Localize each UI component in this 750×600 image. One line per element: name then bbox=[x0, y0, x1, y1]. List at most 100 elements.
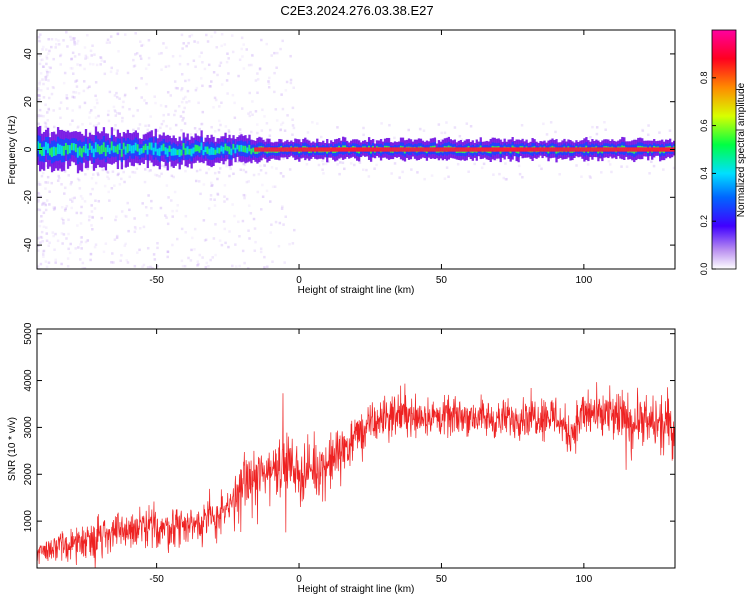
spectrogram-noise-cell bbox=[166, 250, 170, 253]
spectrogram-noise-cell bbox=[47, 52, 50, 55]
spectrogram-noise-cell bbox=[136, 109, 139, 112]
spectrogram-noise-cell bbox=[50, 38, 54, 41]
spectrogram-ridge-core bbox=[577, 147, 580, 152]
spectrogram-noise-cell bbox=[603, 120, 606, 124]
spectrogram-noise-cell bbox=[641, 128, 644, 132]
spectrogram-ridge-core bbox=[383, 147, 387, 152]
spectrogram-noise-cell bbox=[77, 178, 81, 182]
spectrogram-noise-cell bbox=[186, 89, 190, 93]
spectrogram-ridge-core bbox=[314, 147, 317, 152]
spectrogram-noise-cell bbox=[54, 232, 57, 236]
spectrogram-noise-cell bbox=[321, 159, 324, 163]
spectrogram-noise-cell bbox=[42, 82, 45, 86]
spectrogram-noise-cell bbox=[410, 168, 413, 171]
spectrogram-noise-cell bbox=[362, 126, 365, 130]
spectrogram-noise-cell bbox=[229, 167, 232, 171]
spectrogram-ridge-mid bbox=[88, 143, 92, 150]
spectrogram-noise-cell bbox=[163, 165, 167, 169]
spectrogram-ridge-mid bbox=[138, 148, 141, 155]
spectrogram-noise-cell bbox=[343, 167, 346, 171]
spectrogram-noise-cell bbox=[41, 203, 44, 206]
spectrogram-noise-cell bbox=[74, 247, 77, 250]
spectrogram-ridge-mid bbox=[37, 141, 40, 151]
spectrogram-noise-cell bbox=[84, 240, 88, 244]
colorbar-ticks: 0.0 0.2 0.4 0.6 0.8 bbox=[699, 72, 716, 275]
spectrogram-noise-cell bbox=[41, 250, 45, 253]
spectrogram-noise-cell bbox=[58, 43, 61, 46]
spectrogram-ridge-mid bbox=[142, 145, 145, 153]
spectrogram-ridge-core bbox=[557, 147, 560, 152]
spectrogram-noise-cell bbox=[80, 236, 84, 239]
spectrogram-ridge-core bbox=[475, 147, 478, 152]
spectrogram-noise-cell bbox=[270, 166, 274, 169]
spectrogram-noise-cell bbox=[67, 247, 70, 251]
spectrogram-noise-cell bbox=[521, 175, 524, 179]
spectrogram-noise-cell bbox=[123, 244, 127, 248]
snr-y-ticks: 1000 2000 3000 4000 5000 bbox=[23, 322, 675, 532]
spectrogram-ridge-core bbox=[284, 147, 287, 152]
spectrogram-noise-cell bbox=[91, 228, 94, 231]
spectrogram-noise-cell bbox=[339, 157, 343, 160]
spectrogram-noise-cell bbox=[231, 264, 234, 268]
spectrogram-noise-cell bbox=[242, 67, 246, 70]
spectrogram-ridge-core bbox=[555, 147, 558, 152]
spectrogram-noise-cell bbox=[66, 265, 70, 268]
spectrogram-ridge-mid bbox=[134, 142, 137, 151]
spectrogram-noise-cell bbox=[180, 88, 183, 92]
spectrogram-ridge-core bbox=[393, 147, 397, 152]
spectrogram-noise-cell bbox=[220, 33, 224, 36]
spectrogram-noise-cell bbox=[165, 124, 168, 128]
spectrogram-noise-cell bbox=[213, 198, 216, 201]
spectrogram-ridge-core bbox=[278, 147, 281, 152]
spectrogram-noise-cell bbox=[59, 168, 62, 172]
spectrogram-noise-cell bbox=[317, 163, 321, 167]
spectrogram-noise-cell bbox=[69, 67, 73, 70]
spectrogram-noise-cell bbox=[89, 252, 93, 256]
spectrogram-noise-cell bbox=[256, 72, 259, 75]
spectrogram-ridge-core bbox=[543, 147, 546, 152]
spectrogram-noise-cell bbox=[132, 114, 135, 118]
spectrogram-noise-cell bbox=[45, 232, 49, 235]
spectrogram-noise-cell bbox=[203, 239, 207, 242]
spectrogram-noise-cell bbox=[160, 68, 163, 71]
spectrogram-noise-cell bbox=[589, 176, 592, 179]
spectrogram-noise-cell bbox=[189, 259, 193, 262]
spectrogram-ridge-mid bbox=[214, 149, 217, 155]
spectrogram-noise-cell bbox=[480, 166, 484, 170]
spectrogram-noise-cell bbox=[202, 219, 206, 222]
spectrogram-noise-cell bbox=[213, 96, 217, 100]
spectrogram-ridge-core bbox=[545, 147, 548, 152]
spectrogram-ridge-mid bbox=[172, 147, 175, 156]
spectrogram-ridge-core bbox=[647, 147, 650, 152]
spectrogram-noise-cell bbox=[158, 175, 161, 178]
spectrogram-noise-cell bbox=[209, 194, 213, 197]
spectrogram-ridge-core bbox=[334, 147, 337, 152]
spectrogram-noise-cell bbox=[37, 35, 41, 39]
spectrogram-noise-cell bbox=[213, 171, 217, 175]
spectrogram-noise-cell bbox=[88, 85, 91, 89]
spectrogram-noise-cell bbox=[90, 166, 94, 169]
spectrogram-noise-cell bbox=[47, 244, 50, 248]
spectrogram-noise-cell bbox=[260, 208, 263, 211]
spectrogram-noise-cell bbox=[93, 53, 96, 56]
spectrogram-noise-cell bbox=[200, 51, 203, 55]
spectrogram-noise-cell bbox=[126, 201, 129, 205]
spectrogram-noise-cell bbox=[241, 219, 245, 223]
spectrogram-ridge-core bbox=[601, 147, 604, 152]
spectrogram-ridge-mid bbox=[222, 146, 225, 154]
spectrogram-noise-cell bbox=[220, 83, 224, 86]
spectrogram-noise-cell bbox=[264, 139, 268, 142]
spectrogram-noise-cell bbox=[183, 264, 187, 268]
spectrogram-noise-cell bbox=[284, 215, 287, 218]
spectrogram-ridge-core bbox=[591, 147, 594, 152]
spectrogram-ridge-core bbox=[487, 147, 490, 152]
spectrogram-noise-cell bbox=[67, 232, 70, 236]
spectrogram-ridge-core bbox=[627, 147, 630, 152]
spectrogram-ridge-core bbox=[385, 147, 389, 152]
spectrogram-noise-cell bbox=[47, 65, 51, 69]
spectrogram-noise-cell bbox=[231, 203, 234, 206]
spectrogram-ridge-core bbox=[302, 147, 305, 152]
spectrogram-noise-cell bbox=[206, 40, 210, 43]
spectrogram-noise-cell bbox=[545, 133, 549, 136]
spectrogram-noise-cell bbox=[162, 119, 165, 123]
